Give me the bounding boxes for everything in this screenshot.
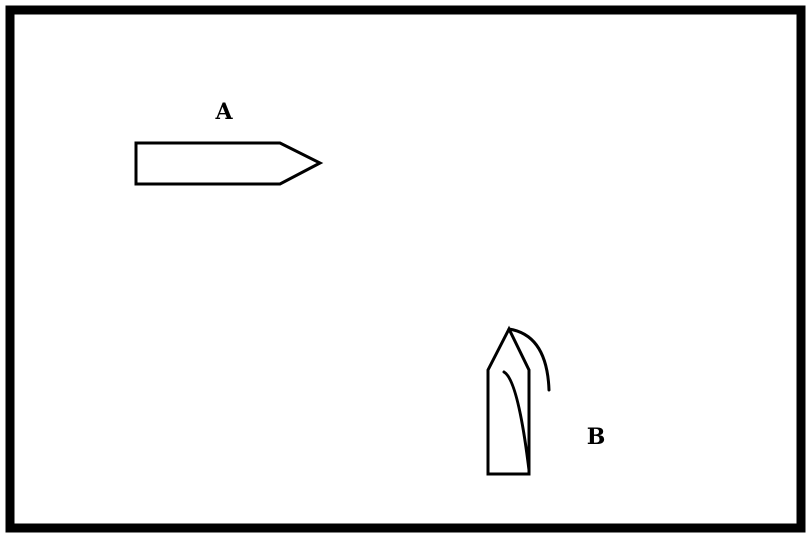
shape-b [486,325,551,476]
shape-b-outline [486,325,531,476]
shape-b-inner-curve [502,370,531,472]
shape-b-outer-curve [507,327,551,392]
frame-border [5,5,806,533]
label-a: A [214,99,233,125]
shape-a-outline [134,141,324,186]
shape-a [134,141,324,186]
label-b: B [587,424,606,450]
